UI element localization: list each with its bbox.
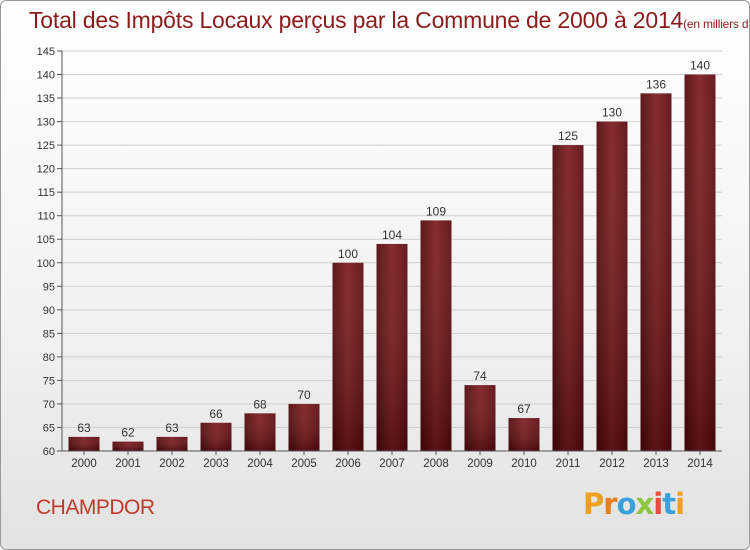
x-tick-label: 2002 — [159, 458, 185, 470]
x-tick-label: 2011 — [556, 458, 581, 470]
data-label: 104 — [382, 228, 402, 242]
logo-letter: i — [653, 487, 663, 521]
logo-letter: x — [635, 487, 655, 521]
logo-letter: i — [675, 487, 685, 521]
y-tick-label: 90 — [43, 305, 55, 317]
bar-shade — [376, 243, 408, 451]
logo-letter: r — [603, 487, 617, 521]
data-label: 136 — [646, 77, 666, 91]
bar-shade — [112, 441, 144, 451]
bar-shade — [288, 403, 320, 451]
y-tick-label: 95 — [43, 281, 55, 293]
data-label: 109 — [426, 204, 446, 218]
data-label: 67 — [517, 402, 531, 416]
y-tick-label: 120 — [37, 164, 55, 176]
x-tick-label: 2003 — [203, 458, 229, 470]
y-tick-label: 130 — [37, 117, 55, 129]
bar-shade — [420, 220, 452, 451]
bar-shade — [156, 436, 188, 451]
data-label: 63 — [77, 421, 91, 435]
y-tick-label: 100 — [37, 258, 55, 270]
y-tick-label: 80 — [43, 352, 55, 364]
x-tick-label: 2014 — [687, 458, 713, 470]
data-label: 74 — [473, 369, 487, 383]
data-label: 66 — [209, 407, 223, 421]
data-label: 70 — [297, 388, 311, 402]
bar-shade — [244, 413, 276, 451]
commune-name: CHAMPDOR — [36, 496, 155, 519]
title-text: Total des Impôts Locaux perçus par la Co… — [29, 7, 684, 33]
data-label: 68 — [253, 397, 267, 411]
bar-shade — [552, 145, 584, 451]
data-label: 63 — [165, 421, 179, 435]
y-tick-label: 105 — [37, 234, 55, 246]
y-tick-label: 65 — [43, 422, 55, 434]
logo-letter: o — [616, 487, 637, 521]
logo-letter: t — [662, 487, 676, 521]
y-tick-label: 115 — [37, 187, 55, 199]
data-label: 140 — [690, 59, 710, 73]
x-tick-label: 2004 — [247, 458, 273, 470]
data-label: 62 — [121, 426, 135, 440]
bar-shade — [464, 385, 496, 451]
x-tick-label: 2000 — [71, 458, 97, 470]
y-tick-label: 140 — [37, 70, 55, 82]
y-tick-label: 125 — [37, 140, 55, 152]
bar-shade — [596, 121, 628, 452]
data-label: 100 — [338, 247, 358, 261]
bar-shade — [640, 93, 672, 452]
data-label: 125 — [558, 129, 578, 143]
bar-shade — [508, 418, 540, 451]
x-tick-label: 2009 — [467, 458, 493, 470]
bar-shade — [684, 74, 716, 451]
bar-shade — [332, 262, 364, 451]
bar-shade — [68, 436, 100, 451]
bar-shade — [200, 422, 232, 451]
y-tick-label: 60 — [43, 446, 55, 458]
x-tick-label: 2007 — [379, 458, 405, 470]
chart-title: Total des Impôts Locaux perçus par la Co… — [29, 7, 750, 34]
proxiti-logo: Proxiti — [583, 487, 685, 521]
y-tick-label: 75 — [43, 375, 55, 387]
data-label: 130 — [602, 106, 622, 120]
y-tick-label: 145 — [37, 46, 55, 58]
x-tick-label: 2012 — [599, 458, 625, 470]
x-tick-label: 2006 — [335, 458, 361, 470]
x-tick-label: 2013 — [643, 458, 669, 470]
y-tick-label: 135 — [37, 93, 55, 105]
y-tick-label: 85 — [43, 328, 55, 340]
logo-letter: P — [583, 487, 604, 521]
x-tick-label: 2010 — [511, 458, 537, 470]
unit-label: (en milliers d'€) — [683, 17, 750, 31]
x-tick-label: 2008 — [423, 458, 449, 470]
y-tick-label: 110 — [37, 211, 55, 223]
x-tick-label: 2005 — [291, 458, 317, 470]
y-tick-label: 70 — [43, 399, 55, 411]
x-tick-label: 2001 — [115, 458, 141, 470]
